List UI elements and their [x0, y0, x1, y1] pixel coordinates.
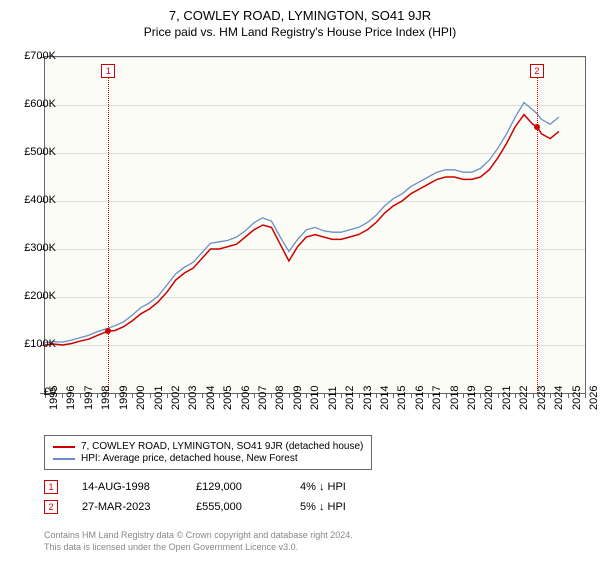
x-tick-label: 2014: [379, 386, 391, 410]
x-tick-label: 1998: [100, 386, 112, 410]
sales-row-date: 27-MAR-2023: [82, 501, 172, 513]
x-tick-label: 1996: [65, 386, 77, 410]
x-tick-label: 2023: [536, 386, 548, 410]
x-tick-label: 2009: [292, 386, 304, 410]
x-tick-label: 2000: [135, 386, 147, 410]
x-tick-label: 2022: [518, 386, 530, 410]
sales-row: 2 27-MAR-2023 £555,000 5% ↓ HPI: [44, 500, 380, 514]
x-tick-label: 2017: [431, 386, 443, 410]
legend-swatch: [53, 458, 75, 460]
attribution: Contains HM Land Registry data © Crown c…: [44, 530, 353, 553]
y-tick-label: £100K: [12, 338, 56, 350]
x-tick-label: 2008: [274, 386, 286, 410]
sales-row-marker: 1: [44, 480, 58, 494]
sales-row-price: £555,000: [196, 501, 276, 513]
chart-container: 7, COWLEY ROAD, LYMINGTON, SO41 9JR Pric…: [0, 8, 600, 568]
y-tick-label: £600K: [12, 98, 56, 110]
x-tick-label: 2006: [240, 386, 252, 410]
sale-dot: [534, 124, 540, 130]
x-tick-label: 2003: [187, 386, 199, 410]
y-tick-label: £500K: [12, 146, 56, 158]
x-tick-label: 2005: [222, 386, 234, 410]
x-tick-label: 2012: [344, 386, 356, 410]
sales-row-price: £129,000: [196, 481, 276, 493]
line-series: [45, 57, 585, 393]
chart-subtitle: Price paid vs. HM Land Registry's House …: [0, 25, 600, 39]
sales-table: 1 14-AUG-1998 £129,000 4% ↓ HPI 2 27-MAR-2023…: [44, 480, 380, 520]
x-tick-label: 2004: [205, 386, 217, 410]
x-tick-label: 2002: [170, 386, 182, 410]
y-tick-label: £400K: [12, 194, 56, 206]
x-tick-label: 2024: [553, 386, 565, 410]
sales-row-marker: 2: [44, 500, 58, 514]
legend-label: HPI: Average price, detached house, New …: [81, 453, 298, 464]
x-tick-label: 2021: [501, 386, 513, 410]
sales-row-date: 14-AUG-1998: [82, 481, 172, 493]
x-tick-label: 2019: [466, 386, 478, 410]
sale-marker-1: 1: [101, 64, 115, 78]
x-tick-label: 1995: [48, 386, 60, 410]
legend-swatch: [53, 446, 75, 448]
x-tick-label: 2015: [396, 386, 408, 410]
x-tick-label: 2026: [588, 386, 600, 410]
x-tick-label: 2016: [414, 386, 426, 410]
x-tick-label: 2018: [449, 386, 461, 410]
x-tick-label: 2020: [483, 386, 495, 410]
x-tick-label: 1999: [118, 386, 130, 410]
y-tick-label: £300K: [12, 242, 56, 254]
y-tick-label: £200K: [12, 290, 56, 302]
legend: 7, COWLEY ROAD, LYMINGTON, SO41 9JR (det…: [44, 435, 372, 470]
x-tick-label: 2011: [327, 386, 339, 410]
x-tick-label: 2013: [362, 386, 374, 410]
sales-row-hpi: 5% ↓ HPI: [300, 501, 380, 513]
x-tick-label: 2007: [257, 386, 269, 410]
series-price_paid: [45, 115, 559, 345]
legend-item: 7, COWLEY ROAD, LYMINGTON, SO41 9JR (det…: [53, 441, 363, 452]
x-tick-label: 2001: [153, 386, 165, 410]
chart-title: 7, COWLEY ROAD, LYMINGTON, SO41 9JR: [0, 8, 600, 23]
x-tick-label: 2025: [571, 386, 583, 410]
legend-label: 7, COWLEY ROAD, LYMINGTON, SO41 9JR (det…: [81, 441, 363, 452]
sales-row: 1 14-AUG-1998 £129,000 4% ↓ HPI: [44, 480, 380, 494]
legend-item: HPI: Average price, detached house, New …: [53, 453, 363, 464]
x-tick-label: 1997: [83, 386, 95, 410]
series-hpi: [45, 103, 559, 343]
plot-area: 12: [44, 56, 586, 394]
x-tick-label: 2010: [309, 386, 321, 410]
attribution-line1: Contains HM Land Registry data © Crown c…: [44, 530, 353, 542]
attribution-line2: This data is licensed under the Open Gov…: [44, 542, 353, 554]
sale-dot: [105, 328, 111, 334]
y-tick-label: £700K: [12, 50, 56, 62]
sale-marker-2: 2: [530, 64, 544, 78]
sales-row-hpi: 4% ↓ HPI: [300, 481, 380, 493]
